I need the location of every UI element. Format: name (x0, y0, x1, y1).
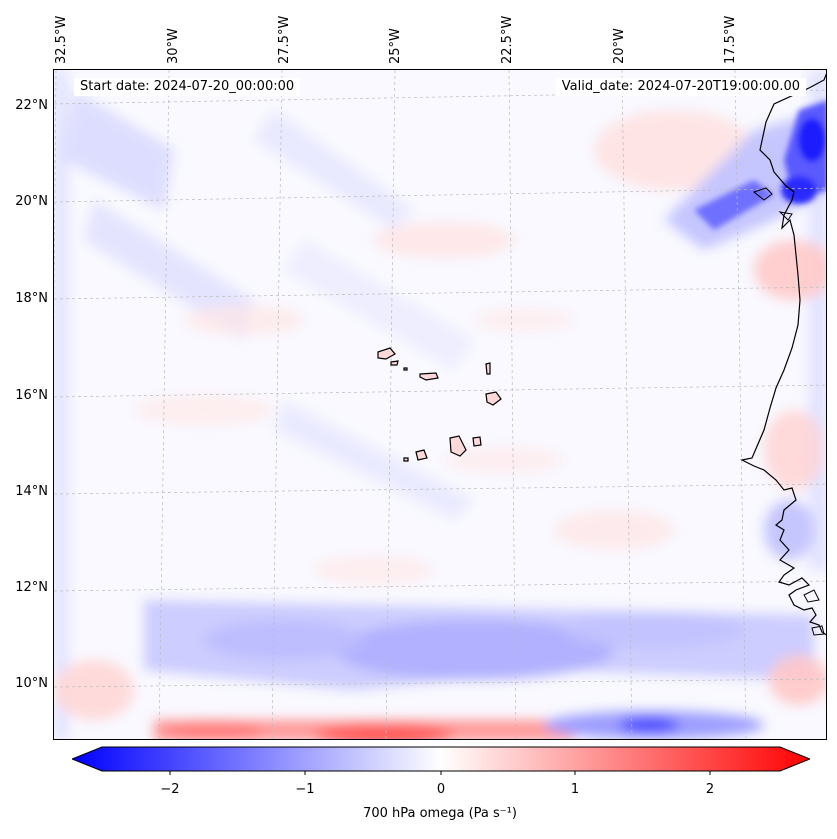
lat-label-10n: 10°N (15, 676, 48, 691)
island-santiago (449, 435, 467, 457)
colorbar-gradient (72, 746, 810, 772)
cape-verde-islands (377, 347, 502, 462)
colorbar-tick-0: 0 (436, 782, 446, 797)
colorbar-title: 700 hPa omega (Pa s⁻¹) (363, 806, 517, 821)
colorbar-tick-1: 1 (570, 782, 580, 797)
bijagos-islands (803, 589, 820, 603)
island-maio (472, 436, 482, 447)
coast-inlet-1 (752, 187, 773, 201)
island-santa-luzia (403, 367, 408, 371)
lat-label-14n: 14°N (15, 484, 48, 499)
lon-label-22-5w: 22.5°W (500, 15, 515, 64)
omega-field (54, 70, 826, 739)
colorbar-tick-2: 2 (705, 782, 715, 797)
colorbar-ticks (169, 771, 711, 775)
lon-label-30w: 30°W (166, 28, 181, 64)
start-date-label: Start date: 2024-07-20_00:00:00 (74, 78, 301, 96)
lat-label-22n: 22°N (15, 98, 48, 113)
lon-label-20w: 20°W (612, 28, 627, 64)
valid-date-label: Valid_date: 2024-07-20T19:00:00.00 (555, 78, 806, 96)
coast-inlet-2 (778, 211, 793, 221)
coast-islets (811, 625, 825, 636)
island-sal (485, 362, 491, 375)
colorbar-tick-minus1: −1 (295, 782, 315, 797)
lat-label-16n: 16°N (15, 388, 48, 403)
island-brava (403, 457, 409, 462)
lat-label-20n: 20°N (15, 194, 48, 209)
colorbar-tick-minus2: −2 (160, 782, 180, 797)
island-santo-antao (377, 347, 396, 360)
graticule (54, 70, 826, 739)
lat-label-12n: 12°N (15, 580, 48, 595)
lon-label-17-5w: 17.5°W (723, 15, 738, 64)
island-boa-vista (485, 391, 502, 406)
omega-map (54, 70, 826, 739)
lon-label-27-5w: 27.5°W (277, 15, 292, 64)
island-fogo (415, 449, 428, 461)
island-sao-vicente (390, 360, 399, 366)
island-sao-nicolau (419, 372, 439, 381)
lon-label-32-5w: 32.5°W (54, 15, 69, 64)
lat-label-18n: 18°N (15, 291, 48, 306)
lon-label-25w: 25°W (388, 28, 403, 64)
colorbar (72, 746, 810, 775)
african-coastline (740, 73, 826, 636)
map-panel: Start date: 2024-07-20_00:00:00 Valid_da… (53, 69, 827, 740)
